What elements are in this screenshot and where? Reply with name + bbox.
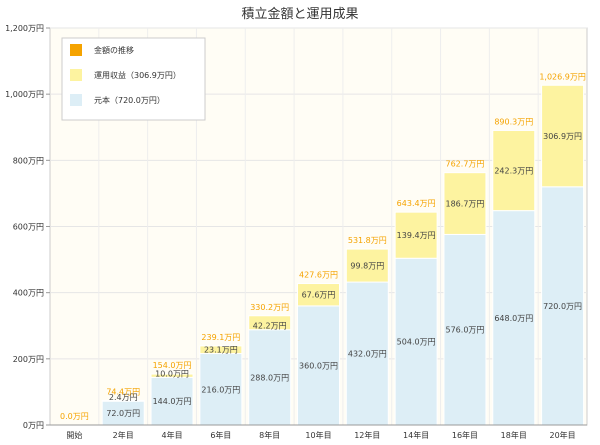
bar-profit (150, 373, 194, 378)
total-data-label: 239.1万円 (201, 333, 240, 342)
profit-data-label: 186.7万円 (446, 200, 485, 209)
principal-data-label: 576.0万円 (446, 326, 485, 335)
total-data-label: 762.7万円 (446, 160, 485, 169)
bar-principal (297, 305, 340, 426)
principal-data-label: 144.0万円 (153, 397, 192, 406)
bar-profit (492, 129, 536, 212)
total-data-label: 531.8万円 (348, 236, 387, 245)
legend-swatch-principal (70, 94, 82, 106)
total-data-label: 154.0万円 (153, 361, 192, 370)
legend-label-total: 金額の推移 (94, 45, 134, 55)
principal-data-label: 648.0万円 (494, 314, 533, 323)
bar-profit (248, 315, 292, 331)
bar-profit (199, 345, 243, 355)
total-data-label: 1,026.9万円 (539, 72, 586, 81)
principal-data-label: 720.0万円 (543, 302, 582, 311)
profit-data-label: 99.8万円 (350, 262, 384, 271)
bar-principal (345, 281, 389, 426)
bar-principal (492, 210, 536, 426)
profit-data-label: 2.4万円 (109, 393, 138, 402)
total-data-label: 0.0万円 (60, 412, 89, 421)
y-tick-label: 400万円 (13, 289, 44, 298)
x-tick-label: 2年目 (113, 430, 134, 440)
profit-data-label: 23.1万円 (204, 346, 238, 355)
bar-profit (297, 283, 340, 307)
x-tick-label: 6年目 (210, 430, 231, 440)
total-data-label: 890.3万円 (494, 117, 533, 126)
bar-principal (199, 353, 243, 426)
bar-profit (345, 248, 389, 283)
bar-principal (541, 186, 585, 426)
profit-data-label: 306.9万円 (543, 132, 582, 141)
total-data-label: 330.2万円 (250, 303, 289, 312)
total-data-label: 74.4万円 (106, 387, 140, 396)
principal-data-label: 504.0万円 (397, 338, 436, 347)
legend-label-principal: 元本（720.0万円） (94, 95, 165, 105)
principal-data-label: 360.0万円 (299, 361, 338, 370)
bar-profit (541, 84, 585, 188)
x-tick-label: 20年目 (549, 430, 575, 440)
x-tick-label: 開始 (66, 430, 82, 440)
y-tick-label: 1,200万円 (5, 24, 44, 33)
chart-title: 積立金額と運用成果 (241, 6, 358, 22)
principal-data-label: 216.0万円 (201, 385, 240, 394)
x-tick-label: 4年目 (161, 430, 182, 440)
principal-data-label: 432.0万円 (348, 350, 387, 359)
profit-data-label: 42.2万円 (253, 322, 287, 331)
y-tick-label: 0万円 (23, 421, 44, 430)
bar-profit (101, 399, 145, 402)
bar-profit (443, 172, 487, 235)
principal-data-label: 288.0万円 (250, 373, 289, 382)
total-data-label: 643.4万円 (397, 199, 436, 208)
legend-label-profit: 運用収益（306.9万円） (94, 70, 181, 80)
x-tick-label: 16年目 (452, 430, 478, 440)
x-tick-label: 18年目 (501, 430, 527, 440)
profit-data-label: 10.0万円 (155, 369, 189, 378)
y-tick-label: 200万円 (13, 355, 44, 364)
legend-swatch-profit (70, 69, 82, 81)
bar-profit (394, 211, 438, 259)
total-data-label: 427.6万円 (299, 271, 338, 280)
legend-box (61, 37, 206, 121)
x-tick-label: 10年目 (305, 430, 331, 440)
bars (101, 84, 585, 426)
profit-data-label: 139.4万円 (397, 231, 436, 240)
bar-principal (443, 233, 487, 426)
x-tick-label: 8年目 (259, 430, 280, 440)
y-tick-label: 800万円 (13, 156, 44, 165)
profit-data-label: 242.3万円 (494, 167, 533, 176)
x-tick-label: 14年目 (403, 430, 429, 440)
legend: 金額の推移 運用収益（306.9万円） 元本（720.0万円） (61, 37, 206, 121)
legend-swatch-total (70, 44, 82, 56)
y-tick-label: 1,000万円 (5, 90, 44, 99)
profit-data-label: 67.6万円 (302, 291, 336, 300)
y-tick-label: 600万円 (13, 223, 44, 232)
x-tick-label: 12年目 (354, 430, 380, 440)
principal-data-label: 72.0万円 (106, 409, 140, 418)
